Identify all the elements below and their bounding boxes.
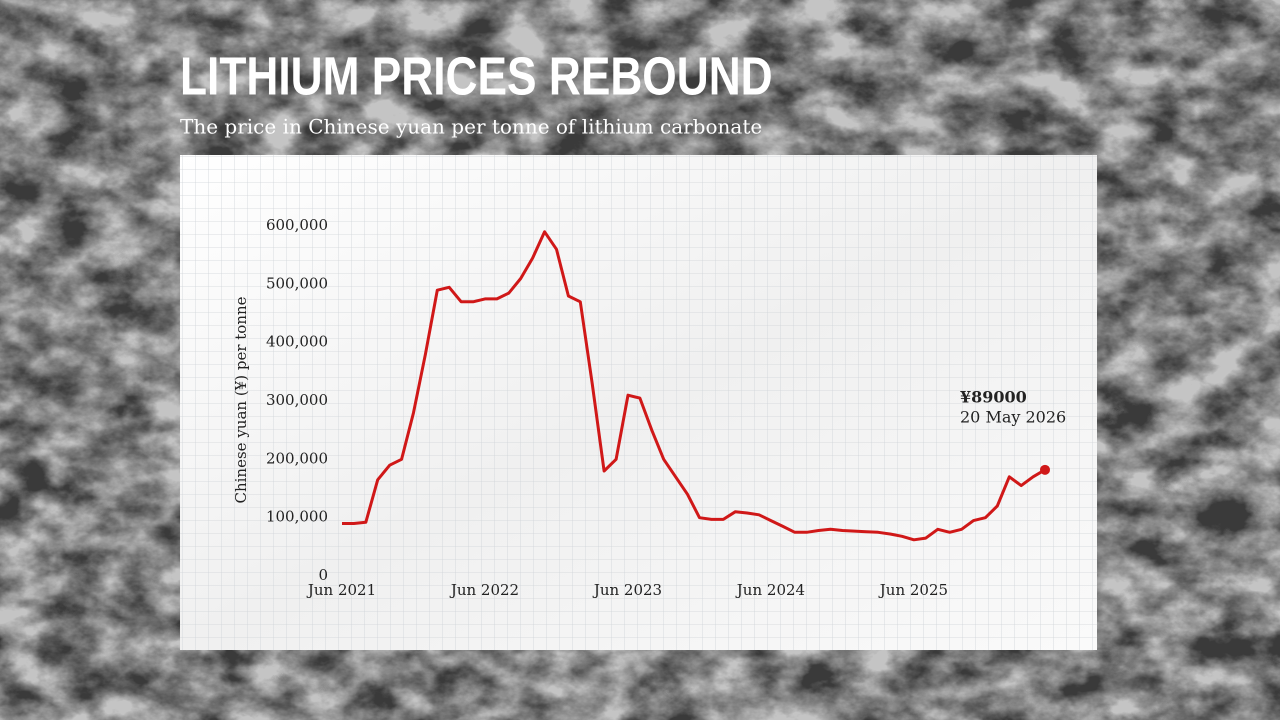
y-tick-label: 300,000 [266,391,328,409]
end-point [1040,464,1050,475]
x-tick-label: Jun 2022 [449,581,519,599]
chart-subtitle: The price in Chinese yuan per tonne of l… [180,115,762,139]
y-tick-label: 400,000 [266,333,328,351]
y-tick-label: 200,000 [266,449,328,467]
line [342,230,1046,542]
y-axis-label: Chinese yuan (¥) per tonne [232,296,250,503]
y-tick-label: 0 [318,566,328,584]
x-tick-label: Jun 2023 [592,581,662,599]
y-tick-label: 500,000 [266,274,328,292]
paper-grid [180,155,1097,650]
chart-title: LITHIUM PRICES REBOUND [180,46,773,106]
x-tick-label: Jun 2024 [735,581,805,599]
annotation-date: 20 May 2026 [960,408,1066,427]
y-tick-label: 100,000 [266,508,328,526]
x-tick-label: Jun 2025 [878,581,948,599]
x-tick-label: Jun 2021 [306,581,376,599]
y-tick-label: 600,000 [266,216,328,234]
annotation-value: ¥89000 [960,388,1027,407]
